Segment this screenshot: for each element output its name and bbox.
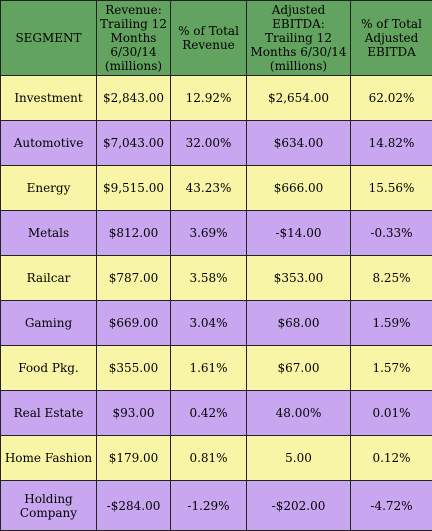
ebitda-cell: $68.00 bbox=[247, 301, 351, 346]
segment-cell: Energy bbox=[1, 166, 97, 211]
ebitda-cell: $2,654.00 bbox=[247, 76, 351, 121]
header-revenue: Revenue: Trailing 12 Months 6/30/14 (mil… bbox=[97, 1, 171, 76]
pct-revenue-cell: 0.42% bbox=[171, 391, 247, 436]
pct-ebitda-cell: 15.56% bbox=[351, 166, 432, 211]
table-row: Metals $812.00 3.69% -$14.00 -0.33% bbox=[1, 211, 432, 256]
table-row: Holding Company -$284.00 -1.29% -$202.00… bbox=[1, 481, 432, 531]
revenue-cell: $93.00 bbox=[97, 391, 171, 436]
pct-ebitda-cell: 8.25% bbox=[351, 256, 432, 301]
pct-revenue-cell: 0.81% bbox=[171, 436, 247, 481]
segment-cell: Food Pkg. bbox=[1, 346, 97, 391]
header-row: SEGMENT Revenue: Trailing 12 Months 6/30… bbox=[1, 1, 432, 76]
pct-revenue-cell: 3.58% bbox=[171, 256, 247, 301]
pct-ebitda-cell: 0.12% bbox=[351, 436, 432, 481]
revenue-cell: $812.00 bbox=[97, 211, 171, 256]
revenue-cell: $355.00 bbox=[97, 346, 171, 391]
ebitda-cell: $353.00 bbox=[247, 256, 351, 301]
header-segment: SEGMENT bbox=[1, 1, 97, 76]
segment-cell: Automotive bbox=[1, 121, 97, 166]
pct-revenue-cell: 1.61% bbox=[171, 346, 247, 391]
ebitda-cell: 5.00 bbox=[247, 436, 351, 481]
segment-cell: Investment bbox=[1, 76, 97, 121]
segment-cell: Gaming bbox=[1, 301, 97, 346]
table-row: Home Fashion $179.00 0.81% 5.00 0.12% bbox=[1, 436, 432, 481]
segment-cell: Holding Company bbox=[1, 481, 97, 531]
ebitda-cell: $666.00 bbox=[247, 166, 351, 211]
table-row: Automotive $7,043.00 32.00% $634.00 14.8… bbox=[1, 121, 432, 166]
table-row: Gaming $669.00 3.04% $68.00 1.59% bbox=[1, 301, 432, 346]
pct-ebitda-cell: -4.72% bbox=[351, 481, 432, 531]
header-pct-revenue: % of Total Revenue bbox=[171, 1, 247, 76]
ebitda-cell: $634.00 bbox=[247, 121, 351, 166]
revenue-cell: $179.00 bbox=[97, 436, 171, 481]
table-row: Energy $9,515.00 43.23% $666.00 15.56% bbox=[1, 166, 432, 211]
header-ebitda: Adjusted EBITDA: Trailing 12 Months 6/30… bbox=[247, 1, 351, 76]
pct-revenue-cell: -1.29% bbox=[171, 481, 247, 531]
segment-cell: Metals bbox=[1, 211, 97, 256]
table-row: Real Estate $93.00 0.42% 48.00% 0.01% bbox=[1, 391, 432, 436]
table-row: Food Pkg. $355.00 1.61% $67.00 1.57% bbox=[1, 346, 432, 391]
table-row: Investment $2,843.00 12.92% $2,654.00 62… bbox=[1, 76, 432, 121]
segment-cell: Home Fashion bbox=[1, 436, 97, 481]
ebitda-cell: -$202.00 bbox=[247, 481, 351, 531]
table-row: Railcar $787.00 3.58% $353.00 8.25% bbox=[1, 256, 432, 301]
header-pct-ebitda: % of Total Adjusted EBITDA bbox=[351, 1, 432, 76]
revenue-cell: $9,515.00 bbox=[97, 166, 171, 211]
pct-ebitda-cell: 1.59% bbox=[351, 301, 432, 346]
revenue-cell: $669.00 bbox=[97, 301, 171, 346]
pct-revenue-cell: 43.23% bbox=[171, 166, 247, 211]
pct-ebitda-cell: -0.33% bbox=[351, 211, 432, 256]
pct-ebitda-cell: 14.82% bbox=[351, 121, 432, 166]
segment-cell: Real Estate bbox=[1, 391, 97, 436]
revenue-cell: $7,043.00 bbox=[97, 121, 171, 166]
pct-revenue-cell: 3.69% bbox=[171, 211, 247, 256]
pct-revenue-cell: 12.92% bbox=[171, 76, 247, 121]
pct-ebitda-cell: 1.57% bbox=[351, 346, 432, 391]
pct-revenue-cell: 3.04% bbox=[171, 301, 247, 346]
ebitda-cell: $67.00 bbox=[247, 346, 351, 391]
pct-ebitda-cell: 0.01% bbox=[351, 391, 432, 436]
segment-cell: Railcar bbox=[1, 256, 97, 301]
revenue-cell: $2,843.00 bbox=[97, 76, 171, 121]
revenue-cell: $787.00 bbox=[97, 256, 171, 301]
revenue-cell: -$284.00 bbox=[97, 481, 171, 531]
pct-revenue-cell: 32.00% bbox=[171, 121, 247, 166]
ebitda-cell: -$14.00 bbox=[247, 211, 351, 256]
pct-ebitda-cell: 62.02% bbox=[351, 76, 432, 121]
ebitda-cell: 48.00% bbox=[247, 391, 351, 436]
